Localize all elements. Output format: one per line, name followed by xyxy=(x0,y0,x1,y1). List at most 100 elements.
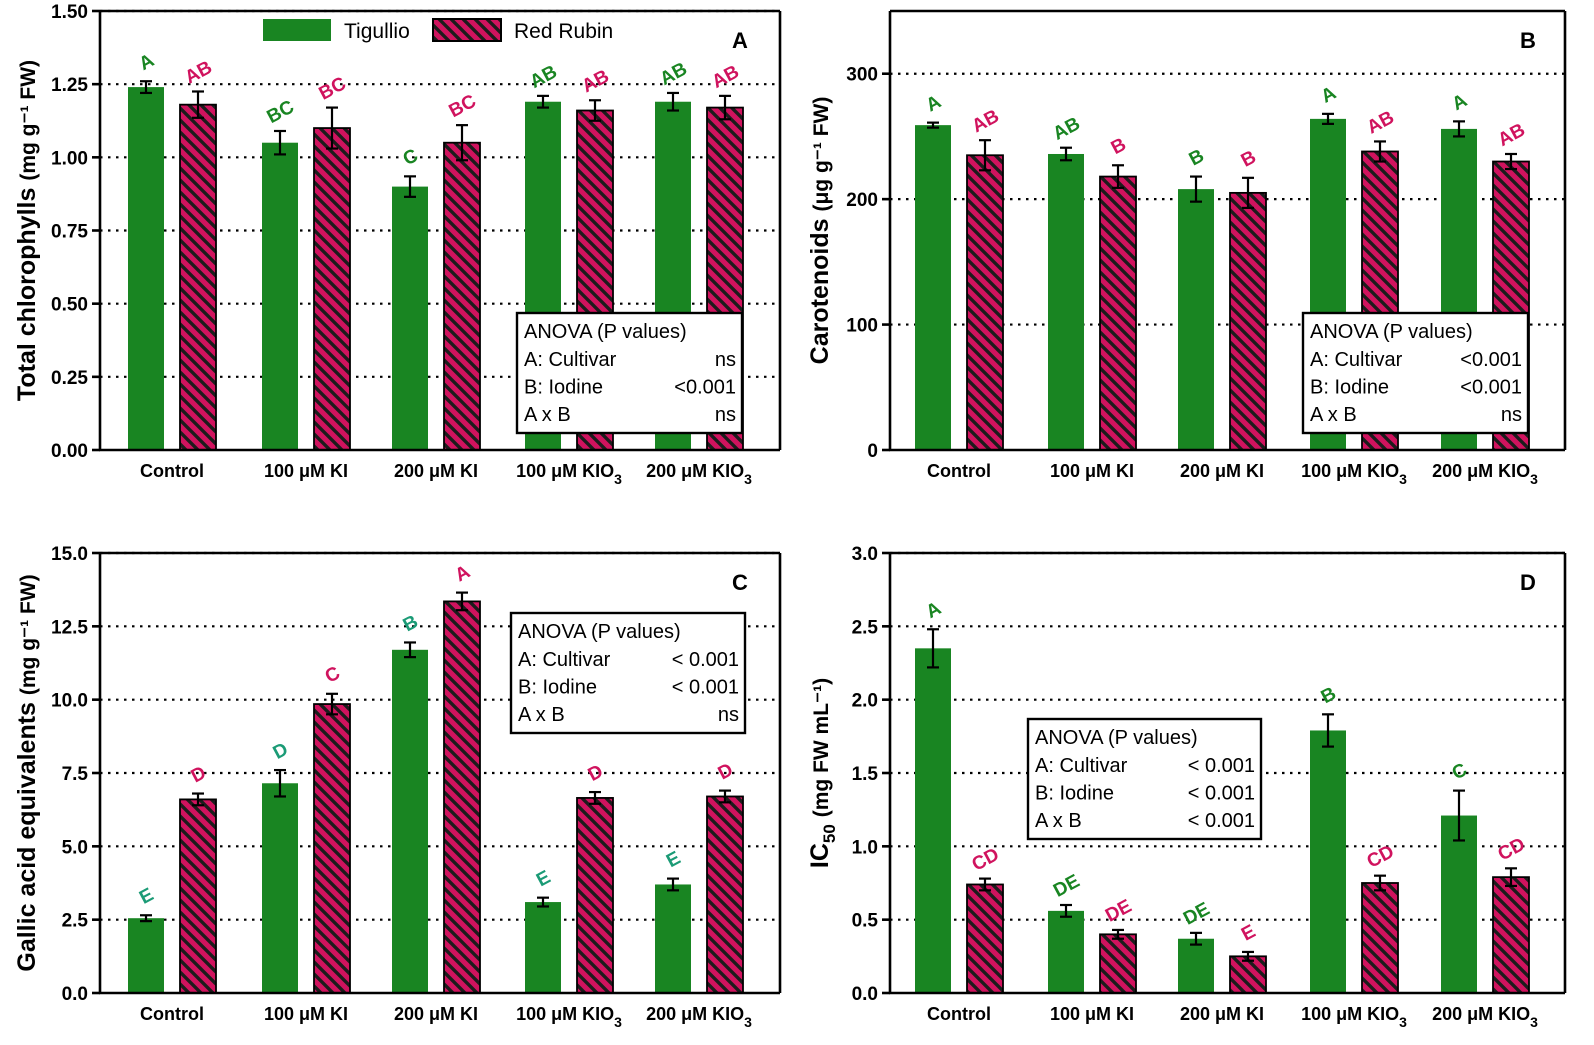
y-tick-label: 0.00 xyxy=(51,441,88,462)
significance-letter: E xyxy=(663,848,684,872)
tigullio-bar xyxy=(655,884,691,993)
anova-factor: B: Iodine xyxy=(1310,377,1389,399)
x-category-label: 100 μM KIO3 xyxy=(1301,1004,1407,1030)
significance-letter: DE xyxy=(1180,899,1213,930)
y-tick-label: 1.5 xyxy=(852,764,879,785)
significance-letter: A xyxy=(1318,83,1340,108)
anova-p-value: <0.001 xyxy=(1460,377,1522,399)
red-rubin-bar xyxy=(313,127,351,451)
anova-factor: B: Iodine xyxy=(1035,783,1114,805)
anova-factor: A x B xyxy=(1035,810,1082,832)
legend-swatch-red-rubin xyxy=(432,18,502,42)
y-tick-label: 200 xyxy=(846,190,878,211)
red-rubin-bar xyxy=(179,798,217,994)
legend-label-tigullio: Tigullio xyxy=(344,20,410,43)
anova-p-value: < 0.001 xyxy=(672,649,739,671)
significance-letter: AB xyxy=(1050,113,1084,144)
anova-factor: A: Cultivar xyxy=(518,649,611,671)
y-tick-label: 0.75 xyxy=(51,222,88,243)
significance-letter: BC xyxy=(264,96,298,128)
anova-p-value: ns xyxy=(718,704,739,726)
y-axis-title: Gallic acid equivalents (mg g⁻¹ FW) xyxy=(13,574,41,971)
tigullio-bar xyxy=(1310,730,1346,993)
y-tick-label: 0.0 xyxy=(852,984,878,1005)
significance-letter: B xyxy=(1318,683,1340,708)
significance-letter: A xyxy=(923,91,945,116)
y-tick-label: 0.5 xyxy=(852,911,879,932)
x-category-label: Control xyxy=(927,1004,991,1024)
y-tick-label: 300 xyxy=(846,65,878,86)
tigullio-bar xyxy=(128,87,164,451)
anova-p-value: < 0.001 xyxy=(1188,810,1255,832)
y-tick-label: 0.25 xyxy=(51,368,88,389)
anova-factor: A x B xyxy=(1310,404,1357,426)
tigullio-bar xyxy=(1441,815,1477,993)
red-rubin-bar xyxy=(443,141,481,451)
anova-factor: B: Iodine xyxy=(524,377,603,399)
tigullio-bar xyxy=(262,142,298,450)
panel-label: C xyxy=(732,570,748,595)
x-category-label: Control xyxy=(927,461,991,481)
y-tick-label: 0.0 xyxy=(62,984,88,1005)
anova-factor: A: Cultivar xyxy=(1310,349,1403,371)
tigullio-bar xyxy=(1178,189,1214,450)
anova-factor: A: Cultivar xyxy=(1035,755,1128,777)
legend-swatch-tigullio xyxy=(263,19,331,41)
red-rubin-bar xyxy=(1229,191,1267,451)
panel-label: B xyxy=(1520,28,1536,53)
x-category-label: Control xyxy=(140,461,204,481)
chart-panel-d: ANOVA (P values) A: Cultivar < 0.001 B: Iod… xyxy=(806,544,1567,1030)
red-rubin-bar xyxy=(706,795,744,994)
x-category-label: 200 μM KI xyxy=(394,1004,478,1024)
significance-letter: D xyxy=(715,759,737,784)
red-rubin-bar xyxy=(1099,933,1137,994)
significance-letter: DE xyxy=(1102,896,1135,927)
x-category-label: 200 μM KIO3 xyxy=(1432,461,1538,487)
tigullio-bar xyxy=(915,125,951,450)
significance-letter: BC xyxy=(446,91,480,123)
red-rubin-bar xyxy=(443,600,481,994)
x-category-label: 100 μM KI xyxy=(264,461,348,481)
tigullio-bar xyxy=(1178,938,1214,993)
x-category-label: 200 μM KI xyxy=(1180,1004,1264,1024)
significance-letter: A xyxy=(923,598,945,623)
red-rubin-bar xyxy=(1361,882,1399,994)
significance-letter: B xyxy=(1238,147,1260,172)
significance-letter: B xyxy=(1108,134,1130,159)
anova-title: ANOVA (P values) xyxy=(518,621,681,643)
y-tick-label: 1.00 xyxy=(51,148,88,169)
panels-layer: ANOVA (P values) A: Cultivar ns B: Iodine <0… xyxy=(13,2,1567,1030)
y-axis-title: Total chlorophylls (mg g⁻¹ FW) xyxy=(13,60,41,401)
tigullio-bar xyxy=(392,649,428,993)
x-category-label: 200 μM KIO3 xyxy=(1432,1004,1538,1030)
x-category-label: 200 μM KI xyxy=(1180,461,1264,481)
red-rubin-bar xyxy=(313,703,351,994)
significance-letter: AB xyxy=(527,61,561,92)
anova-p-value: < 0.001 xyxy=(1188,783,1255,805)
significance-letter: C xyxy=(400,145,422,170)
legend: Tigullio Red Rubin xyxy=(263,18,613,43)
red-rubin-bar xyxy=(179,103,217,451)
y-tick-label: 7.5 xyxy=(62,764,89,785)
significance-letter: AB xyxy=(657,59,691,90)
x-category-label: 100 μM KIO3 xyxy=(1301,461,1407,487)
significance-letter: B xyxy=(1186,145,1208,170)
y-tick-label: 1.50 xyxy=(51,2,88,23)
chart-panel-c: ANOVA (P values) A: Cultivar < 0.001 B: Iod… xyxy=(13,544,782,1030)
significance-letter: C xyxy=(322,663,344,688)
y-axis-title: Carotenoids (μg g⁻¹ FW) xyxy=(806,97,834,365)
red-rubin-bar xyxy=(1492,876,1530,994)
significance-letter: A xyxy=(452,561,474,586)
significance-letter: CD xyxy=(1364,841,1398,872)
anova-factor: A: Cultivar xyxy=(524,349,617,371)
anova-title: ANOVA (P values) xyxy=(524,321,687,343)
x-category-label: 100 μM KI xyxy=(264,1004,348,1024)
red-rubin-bar xyxy=(1229,955,1267,994)
y-tick-label: 2.5 xyxy=(852,617,879,638)
y-tick-label: 5.0 xyxy=(62,837,88,858)
x-category-label: Control xyxy=(140,1004,204,1024)
significance-letter: AB xyxy=(182,57,216,88)
anova-p-value: ns xyxy=(715,404,736,426)
x-category-label: 100 μM KI xyxy=(1050,461,1134,481)
anova-p-value: < 0.001 xyxy=(672,677,739,699)
